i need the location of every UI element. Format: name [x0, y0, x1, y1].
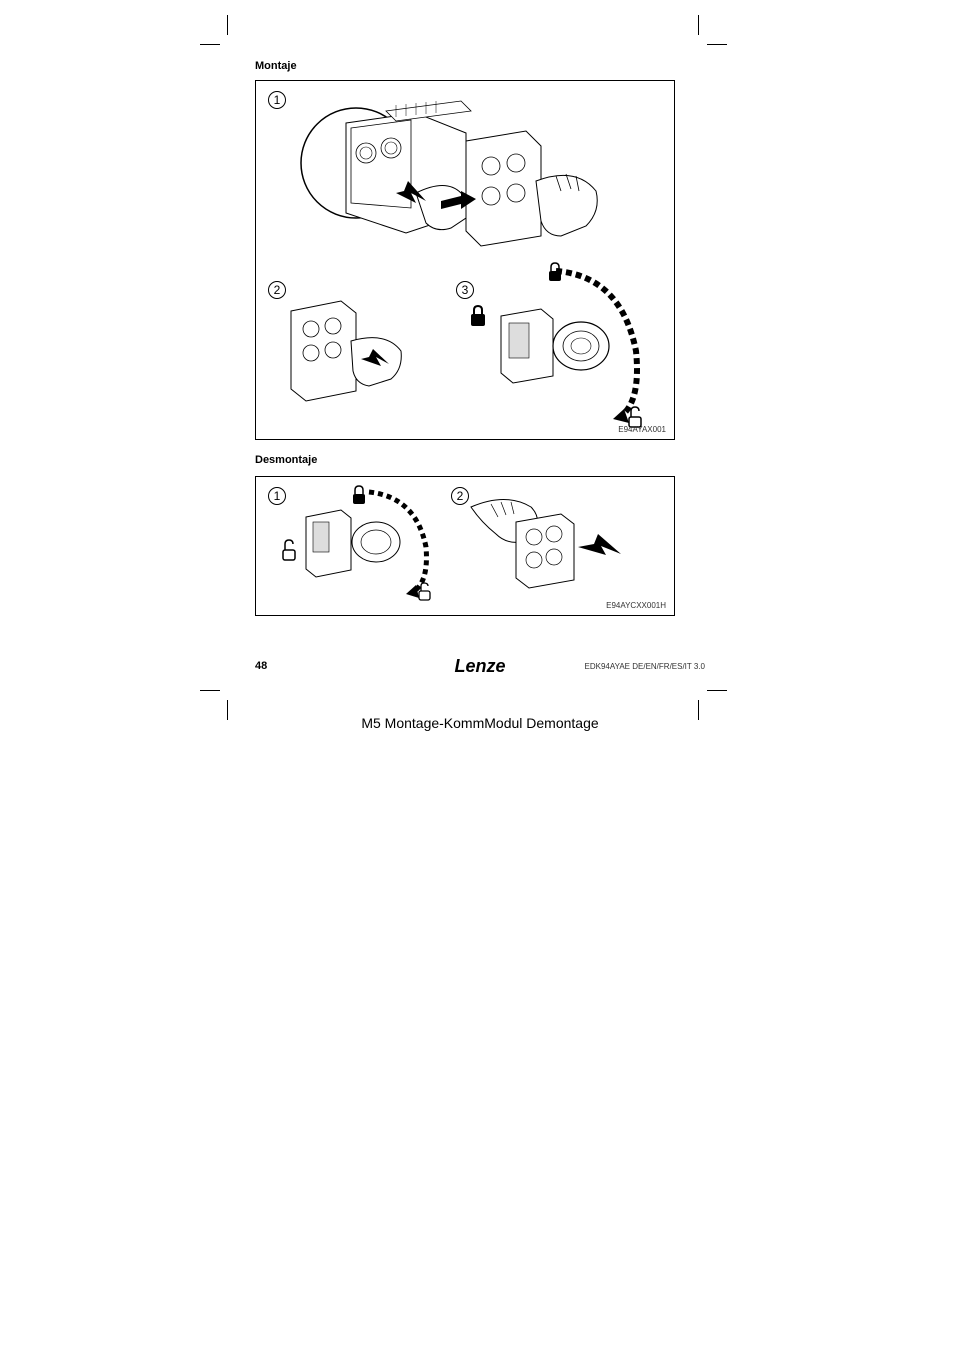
crop-mark: [227, 700, 228, 720]
illustration-montaje: [256, 81, 676, 441]
page-content: Montaje 1 2 3: [255, 60, 705, 616]
crop-mark: [707, 44, 727, 45]
figure-desmontaje: 1 2: [255, 476, 675, 616]
figure-reference: E94AYAX001: [618, 425, 666, 434]
crop-mark: [227, 15, 228, 35]
crop-mark: [698, 15, 699, 35]
page-bottom-title: M5 Montage-KommModul Demontage: [255, 715, 705, 731]
document-reference: EDK94AYAE DE/EN/FR/ES/IT 3.0: [585, 662, 706, 671]
crop-mark: [200, 690, 220, 691]
crop-mark: [707, 690, 727, 691]
figure-reference: E94AYCXX001H: [606, 601, 666, 610]
brand-logo: Lenze: [454, 656, 505, 677]
section-title-montaje: Montaje: [255, 60, 705, 72]
section-title-desmontaje: Desmontaje: [255, 454, 705, 466]
page-footer: 48 Lenze EDK94AYAE DE/EN/FR/ES/IT 3.0: [255, 660, 705, 672]
figure-montaje: 1 2 3: [255, 80, 675, 440]
illustration-desmontaje: [256, 477, 676, 617]
page-number: 48: [255, 660, 267, 672]
crop-mark: [200, 44, 220, 45]
